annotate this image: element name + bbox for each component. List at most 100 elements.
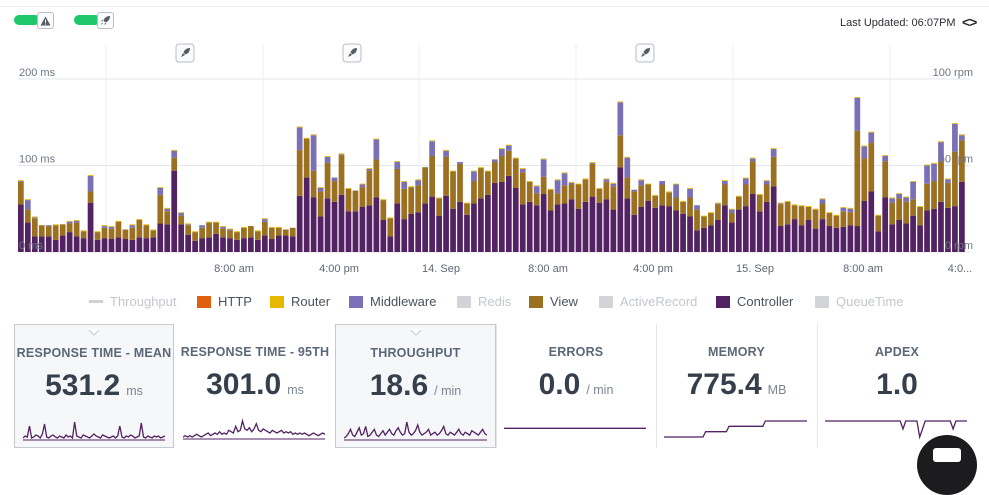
- bar-view[interactable]: [38, 225, 45, 237]
- bar-view[interactable]: [659, 184, 666, 206]
- bar-router[interactable]: [373, 138, 380, 140]
- bar-middleware[interactable]: [931, 163, 937, 182]
- bar-router[interactable]: [505, 144, 512, 146]
- bar-router[interactable]: [701, 215, 707, 217]
- bar-router[interactable]: [498, 148, 505, 150]
- bar-controller[interactable]: [861, 200, 868, 252]
- bar-view[interactable]: [680, 201, 686, 214]
- bar-view[interactable]: [227, 230, 233, 239]
- alerts-toggle[interactable]: [14, 15, 40, 25]
- bar-router[interactable]: [394, 161, 401, 163]
- bar-controller[interactable]: [575, 208, 582, 252]
- bar-router[interactable]: [645, 183, 652, 185]
- bar-controller[interactable]: [652, 207, 659, 252]
- bar-controller[interactable]: [554, 204, 561, 252]
- bar-view[interactable]: [478, 168, 484, 199]
- bar-router[interactable]: [889, 197, 896, 199]
- bar-view[interactable]: [722, 184, 728, 206]
- bar-router[interactable]: [185, 223, 192, 225]
- bar-router[interactable]: [938, 141, 944, 143]
- bar-router[interactable]: [436, 197, 442, 199]
- bar-middleware[interactable]: [471, 171, 477, 182]
- bar-router[interactable]: [840, 207, 847, 208]
- bar-middleware[interactable]: [87, 175, 94, 192]
- bar-router[interactable]: [924, 164, 930, 166]
- bar-controller[interactable]: [317, 216, 324, 252]
- bar-router[interactable]: [317, 187, 324, 188]
- bar-router[interactable]: [847, 207, 854, 209]
- bar-router[interactable]: [171, 149, 178, 151]
- bar-view[interactable]: [631, 191, 638, 215]
- bar-middleware[interactable]: [401, 181, 408, 189]
- bar-controller[interactable]: [498, 181, 505, 252]
- metric-card-errors[interactable]: ERRORS 0.0 / min: [496, 324, 656, 448]
- bar-controller[interactable]: [422, 203, 429, 252]
- bar-controller[interactable]: [847, 225, 854, 252]
- bar-view[interactable]: [833, 215, 840, 228]
- bar-view[interactable]: [24, 209, 31, 223]
- bar-controller[interactable]: [345, 211, 352, 252]
- bar-view[interactable]: [450, 171, 456, 209]
- bar-router[interactable]: [861, 145, 868, 147]
- bar-middleware[interactable]: [938, 142, 944, 162]
- bar-router[interactable]: [896, 193, 903, 195]
- bar-router[interactable]: [359, 183, 366, 185]
- bar-view[interactable]: [338, 155, 345, 195]
- bar-router[interactable]: [66, 220, 73, 222]
- bar-view[interactable]: [422, 167, 429, 204]
- bar-view[interactable]: [749, 161, 756, 195]
- bar-middleware[interactable]: [31, 217, 38, 219]
- bar-middleware[interactable]: [519, 168, 526, 173]
- bar-middleware[interactable]: [199, 225, 205, 228]
- bar-view[interactable]: [248, 226, 254, 238]
- bar-router[interactable]: [478, 167, 484, 169]
- bar-controller[interactable]: [680, 213, 686, 252]
- bar-controller[interactable]: [310, 197, 317, 252]
- bar-router[interactable]: [805, 206, 812, 208]
- bar-controller[interactable]: [798, 225, 805, 252]
- bar-controller[interactable]: [373, 197, 380, 252]
- bar-controller[interactable]: [903, 223, 909, 252]
- bar-router[interactable]: [673, 183, 679, 185]
- bar-middleware[interactable]: [568, 182, 575, 185]
- bar-view[interactable]: [547, 189, 554, 211]
- bar-middleware[interactable]: [185, 224, 192, 226]
- bar-controller[interactable]: [701, 227, 707, 252]
- bar-controller[interactable]: [917, 225, 923, 252]
- bar-middleware[interactable]: [157, 187, 164, 195]
- bar-controller[interactable]: [80, 238, 87, 252]
- bar-controller[interactable]: [875, 231, 882, 252]
- bar-router[interactable]: [366, 168, 373, 169]
- bar-router[interactable]: [729, 208, 735, 210]
- bar-controller[interactable]: [199, 238, 205, 252]
- bar-middleware[interactable]: [896, 194, 903, 199]
- bar-router[interactable]: [708, 212, 714, 214]
- bar-middleware[interactable]: [324, 156, 331, 163]
- bar-middleware[interactable]: [505, 145, 512, 151]
- bar-controller[interactable]: [624, 198, 631, 252]
- bar-controller[interactable]: [959, 181, 965, 252]
- bar-router[interactable]: [31, 216, 38, 218]
- bar-view[interactable]: [443, 156, 449, 196]
- bar-router[interactable]: [819, 198, 826, 200]
- bar-middleware[interactable]: [722, 181, 728, 185]
- bar-router[interactable]: [652, 194, 659, 196]
- bar-router[interactable]: [756, 194, 763, 195]
- bar-router[interactable]: [854, 97, 861, 98]
- bar-view[interactable]: [540, 176, 547, 195]
- bar-controller[interactable]: [73, 236, 80, 252]
- bar-middleware[interactable]: [638, 180, 645, 186]
- bar-router[interactable]: [777, 202, 784, 204]
- bar-view[interactable]: [959, 140, 965, 182]
- bar-controller[interactable]: [694, 230, 700, 252]
- bar-middleware[interactable]: [373, 139, 380, 160]
- bar-controller[interactable]: [24, 222, 31, 252]
- bar-middleware[interactable]: [589, 162, 596, 164]
- bar-view[interactable]: [185, 225, 192, 235]
- bar-router[interactable]: [952, 123, 958, 124]
- bar-controller[interactable]: [568, 199, 575, 252]
- bar-middleware[interactable]: [178, 213, 185, 216]
- bar-middleware[interactable]: [366, 168, 373, 171]
- bar-middleware[interactable]: [415, 180, 422, 186]
- bar-controller[interactable]: [805, 219, 812, 252]
